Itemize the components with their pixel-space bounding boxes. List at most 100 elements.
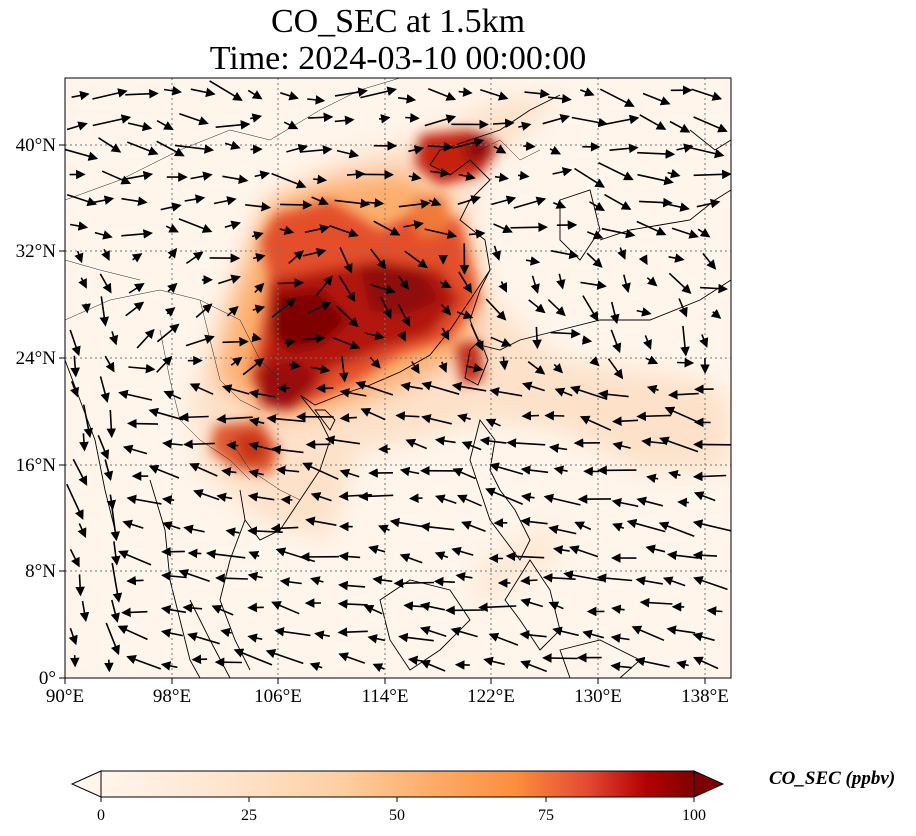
wind-arrow xyxy=(77,523,87,538)
wind-arrow xyxy=(579,415,612,431)
colorbar-tick-label: 50 xyxy=(389,807,405,824)
wind-arrow xyxy=(122,444,148,455)
wind-arrow xyxy=(118,550,152,566)
wind-arrow xyxy=(360,408,386,421)
wind-arrow xyxy=(270,523,299,534)
wind-arrow xyxy=(315,275,333,296)
wind-arrow xyxy=(372,575,393,585)
wind-arrow xyxy=(636,307,652,317)
wind-arrow xyxy=(283,120,299,130)
wind-arrow xyxy=(355,380,394,396)
wind-arrow xyxy=(528,299,546,314)
wind-arrow xyxy=(574,521,592,531)
wind-arrow xyxy=(666,625,696,635)
wind-arrow xyxy=(265,649,304,665)
wind-arrow xyxy=(607,358,624,380)
wind-arrow xyxy=(162,439,183,449)
wind-arrow xyxy=(360,86,397,99)
wind-arrow xyxy=(314,630,330,640)
wind-arrow xyxy=(74,250,84,264)
wind-arrow xyxy=(492,118,515,129)
wind-arrow xyxy=(222,336,249,347)
lon-tick-label: 130°E xyxy=(574,686,622,707)
wind-arrow xyxy=(193,489,220,501)
wind-arrow xyxy=(485,418,501,428)
wind-arrow xyxy=(587,230,604,240)
wind-arrow xyxy=(106,409,117,439)
wind-arrow xyxy=(156,355,173,373)
wind-arrow xyxy=(185,251,204,265)
wind-arrow xyxy=(611,498,639,508)
wind-arrow xyxy=(302,333,326,344)
wind-arrow xyxy=(458,87,473,97)
wind-arrow xyxy=(251,231,264,241)
wind-arrow xyxy=(218,274,241,285)
wind-arrow xyxy=(634,656,670,668)
wind-arrow xyxy=(302,247,327,258)
wind-arrow xyxy=(582,295,599,322)
wind-vector-field xyxy=(65,80,731,673)
wind-arrow xyxy=(664,406,699,424)
lat-tick-label: 24°N xyxy=(16,348,57,369)
wind-arrow xyxy=(451,381,487,392)
wind-arrow xyxy=(485,487,524,505)
wind-arrow xyxy=(646,276,658,287)
wind-arrow xyxy=(78,277,87,289)
wind-arrow xyxy=(393,578,435,589)
wind-arrow xyxy=(370,283,396,295)
wind-arrow xyxy=(310,364,331,374)
wind-arrow xyxy=(434,436,456,446)
wind-arrow xyxy=(544,410,565,421)
wind-arrow xyxy=(378,524,390,534)
wind-arrow xyxy=(69,380,79,398)
wind-arrow xyxy=(279,225,295,235)
wind-arrow xyxy=(99,296,110,327)
wind-arrow xyxy=(222,174,249,184)
wind-arrow xyxy=(520,465,549,475)
wind-arrow xyxy=(519,630,547,640)
wind-arrow xyxy=(642,92,671,106)
wind-arrow xyxy=(548,93,572,104)
wind-arrow xyxy=(334,198,371,209)
wind-arrow xyxy=(456,310,474,320)
wind-arrow xyxy=(524,88,550,99)
wind-arrow xyxy=(424,228,458,240)
wind-arrow xyxy=(160,661,178,671)
wind-arrow xyxy=(525,256,541,266)
wind-arrow xyxy=(677,357,695,368)
wind-arrow xyxy=(520,516,548,527)
wind-arrow xyxy=(363,604,383,615)
wind-arrow xyxy=(521,411,540,421)
wind-arrow xyxy=(94,230,113,240)
wind-arrow xyxy=(424,114,457,127)
wind-arrow xyxy=(369,356,381,369)
wind-arrow xyxy=(637,173,674,186)
wind-arrow xyxy=(68,627,78,646)
co-concentration-field xyxy=(190,95,731,610)
wind-arrow xyxy=(691,88,723,101)
wind-arrow xyxy=(167,247,178,259)
wind-arrow xyxy=(662,202,690,212)
wind-arrow xyxy=(692,632,715,642)
wind-arrow xyxy=(250,113,263,123)
wind-arrow xyxy=(226,440,239,451)
wind-arrow xyxy=(659,436,699,453)
wind-arrow xyxy=(103,459,114,482)
wind-arrow xyxy=(284,338,296,348)
wind-arrow xyxy=(610,329,622,354)
wind-arrow xyxy=(700,283,728,294)
wind-arrow xyxy=(668,389,699,400)
wind-arrow xyxy=(571,116,609,128)
wind-arrow xyxy=(470,323,484,351)
wind-arrow xyxy=(692,550,718,561)
wind-arrow xyxy=(552,199,567,209)
wind-arrow xyxy=(438,361,448,373)
wind-arrow xyxy=(611,604,625,615)
wind-arrow xyxy=(104,659,114,673)
wind-arrow xyxy=(248,417,265,427)
wind-arrow xyxy=(338,551,361,562)
wind-arrow xyxy=(126,575,144,586)
wind-arrow xyxy=(98,137,122,153)
wind-arrow xyxy=(178,569,210,582)
wind-arrow xyxy=(162,495,175,505)
